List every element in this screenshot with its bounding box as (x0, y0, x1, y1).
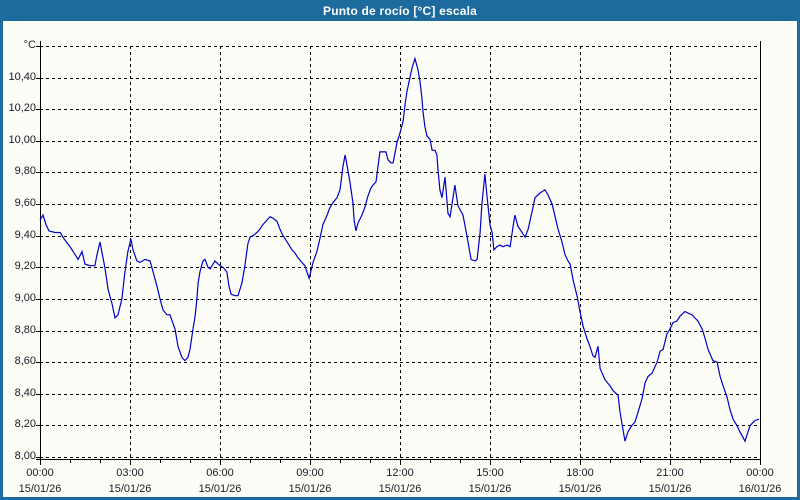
y-axis-tick-label: 9,20 (14, 260, 36, 272)
y-axis-tick-label: 10,00 (8, 134, 36, 146)
x-axis-time-label: 21:00 (656, 467, 684, 479)
y-axis-tick-label: 9,40 (14, 229, 36, 241)
chart-panel: °C 10,40 10,20 10,00 9,80 9,60 9,40 9,20 9,00 8,8… (3, 21, 797, 497)
x-axis-time-label: 06:00 (206, 467, 234, 479)
y-axis-tick-label: 10,40 (8, 71, 36, 83)
x-axis-date-label: 15/01/26 (378, 483, 422, 495)
x-axis-date-label: 15/01/26 (108, 483, 152, 495)
x-axis-time-label: 18:00 (566, 467, 594, 479)
window-title: Punto de rocío [°C] escala (322, 3, 478, 18)
y-axis-tick-label: 8,00 (14, 450, 36, 462)
x-axis-date-label: 15/01/26 (198, 483, 242, 495)
x-axis-time-label: 03:00 (116, 467, 144, 479)
x-axis-time-label: 00:00 (746, 467, 774, 479)
dewpoint-series-line (39, 56, 760, 443)
y-axis-tick-label: 10,20 (8, 102, 36, 114)
y-axis-tick-label: 8,40 (14, 387, 36, 399)
x-axis-time-label: 09:00 (296, 467, 324, 479)
dewpoint-line-chart (36, 41, 761, 465)
x-axis-time-label: 00:00 (26, 467, 54, 479)
x-axis-date-label: 15/01/26 (18, 483, 62, 495)
y-axis-tick-label: 8,20 (14, 418, 36, 430)
x-axis-time-label: 15:00 (476, 467, 504, 479)
y-axis-tick-label: 8,60 (14, 355, 36, 367)
y-axis-tick-label: 9,60 (14, 197, 36, 209)
y-axis-tick-label: 8,80 (14, 324, 36, 336)
y-axis-tick-label: 9,00 (14, 292, 36, 304)
x-axis-date-label: 15/01/26 (558, 483, 602, 495)
window-titlebar[interactable]: Punto de rocío [°C] escala (0, 0, 800, 21)
x-axis-date-label: 15/01/26 (648, 483, 692, 495)
y-axis-unit-label: °C (23, 39, 36, 51)
x-axis-time-label: 12:00 (386, 467, 414, 479)
y-axis-tick-label: 9,80 (14, 165, 36, 177)
x-axis-date-label: 16/01/26 (738, 483, 782, 495)
x-axis-date-label: 15/01/26 (468, 483, 512, 495)
x-axis-date-label: 15/01/26 (288, 483, 332, 495)
